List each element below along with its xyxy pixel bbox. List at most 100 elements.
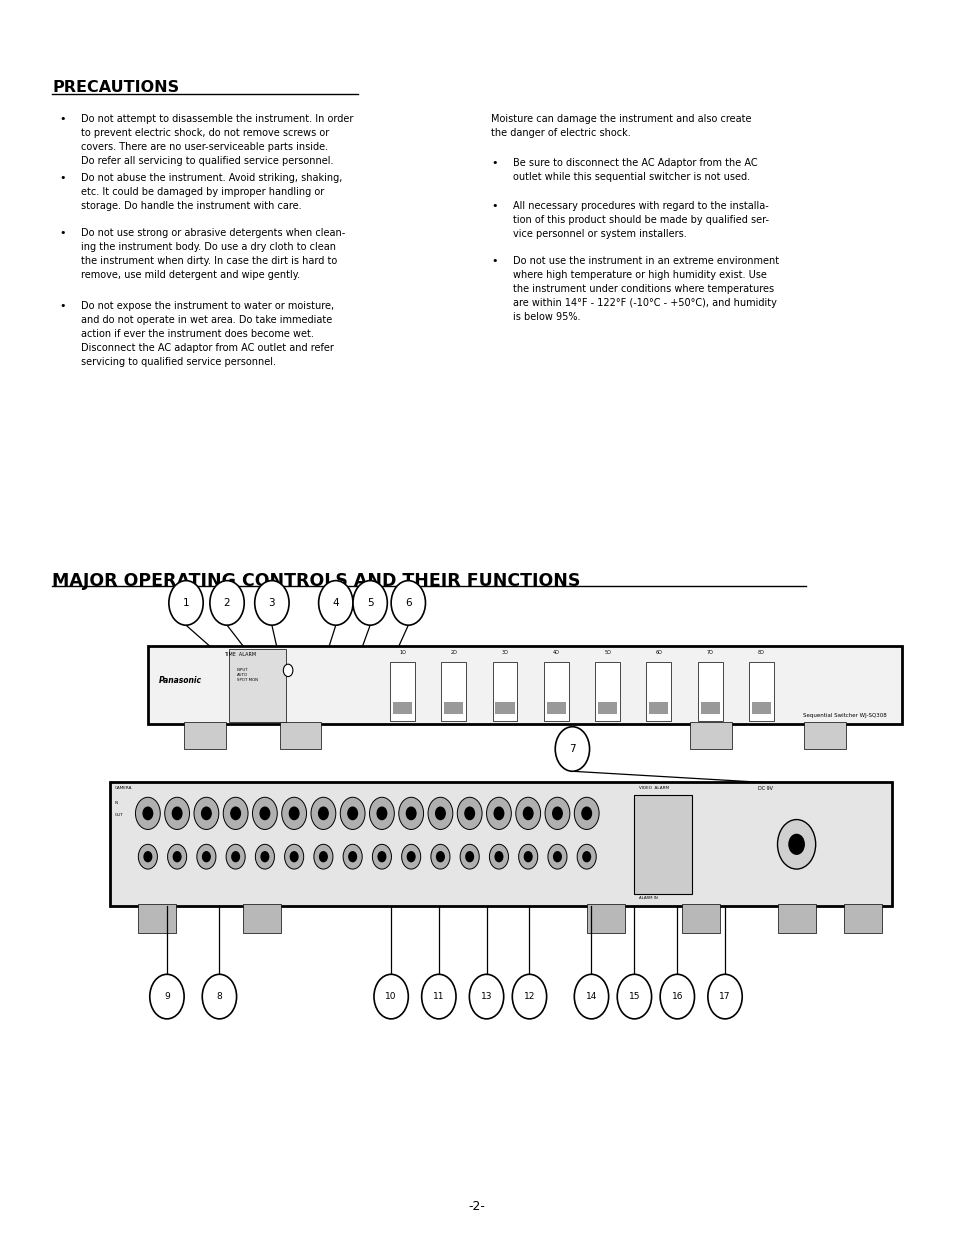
Bar <box>748 662 773 721</box>
Circle shape <box>150 974 184 1019</box>
Circle shape <box>165 797 190 829</box>
Bar <box>700 702 719 714</box>
Circle shape <box>459 844 478 869</box>
Text: Be sure to disconnect the AC Adaptor from the AC
outlet while this sequential sw: Be sure to disconnect the AC Adaptor fro… <box>513 158 757 182</box>
Bar <box>138 904 176 933</box>
Circle shape <box>518 844 537 869</box>
Circle shape <box>555 727 589 771</box>
Text: MAJOR OPERATING CONTROLS AND THEIR FUNCTIONS: MAJOR OPERATING CONTROLS AND THEIR FUNCT… <box>52 572 580 591</box>
Circle shape <box>314 844 333 869</box>
Text: 4O: 4O <box>553 650 559 655</box>
Text: •: • <box>491 158 497 168</box>
Text: 1: 1 <box>183 598 189 608</box>
Circle shape <box>547 844 566 869</box>
Text: DC 9V: DC 9V <box>758 786 773 791</box>
Circle shape <box>255 844 274 869</box>
Circle shape <box>232 852 239 862</box>
Circle shape <box>582 852 590 862</box>
Text: 16: 16 <box>671 992 682 1002</box>
Circle shape <box>376 807 386 820</box>
Circle shape <box>168 844 187 869</box>
Text: 7: 7 <box>569 744 575 754</box>
Text: 11: 11 <box>433 992 444 1002</box>
Circle shape <box>391 581 425 625</box>
Circle shape <box>143 807 152 820</box>
Bar <box>148 646 901 724</box>
Text: 5O: 5O <box>603 650 610 655</box>
Text: Do not use the instrument in an extreme environment
where high temperature or hi: Do not use the instrument in an extreme … <box>513 256 779 322</box>
Circle shape <box>401 844 420 869</box>
Circle shape <box>138 844 157 869</box>
Circle shape <box>353 581 387 625</box>
Bar <box>646 662 671 721</box>
Circle shape <box>553 852 560 862</box>
Text: 8O: 8O <box>758 650 764 655</box>
Circle shape <box>202 974 236 1019</box>
Text: 3: 3 <box>269 598 274 608</box>
Circle shape <box>260 807 270 820</box>
Text: Panasonic: Panasonic <box>159 676 202 685</box>
Circle shape <box>512 974 546 1019</box>
Circle shape <box>318 581 353 625</box>
Text: •: • <box>59 228 66 238</box>
Circle shape <box>254 581 289 625</box>
Bar <box>803 722 845 749</box>
Text: 13: 13 <box>480 992 492 1002</box>
Text: 2O: 2O <box>450 650 456 655</box>
Bar <box>441 662 466 721</box>
Text: Do not abuse the instrument. Avoid striking, shaking,
etc. It could be damaged b: Do not abuse the instrument. Avoid strik… <box>81 173 342 212</box>
Circle shape <box>169 581 203 625</box>
Text: •: • <box>59 173 66 183</box>
Text: 5: 5 <box>367 598 373 608</box>
Bar <box>598 702 617 714</box>
Circle shape <box>343 844 362 869</box>
Circle shape <box>172 807 182 820</box>
Circle shape <box>196 844 215 869</box>
Circle shape <box>348 807 357 820</box>
Circle shape <box>552 807 561 820</box>
Text: 9: 9 <box>164 992 170 1002</box>
Circle shape <box>574 974 608 1019</box>
Bar <box>689 722 731 749</box>
Circle shape <box>469 974 503 1019</box>
Circle shape <box>486 797 511 829</box>
Circle shape <box>516 797 540 829</box>
Circle shape <box>372 844 391 869</box>
Circle shape <box>523 807 533 820</box>
Bar <box>634 795 691 894</box>
Bar <box>184 722 226 749</box>
Circle shape <box>261 852 269 862</box>
Circle shape <box>707 974 741 1019</box>
Circle shape <box>284 844 303 869</box>
Bar <box>843 904 882 933</box>
Circle shape <box>253 797 277 829</box>
Bar <box>492 662 517 721</box>
Circle shape <box>231 807 240 820</box>
Text: 1O: 1O <box>398 650 405 655</box>
Bar <box>543 662 568 721</box>
Bar <box>279 722 321 749</box>
Circle shape <box>406 807 416 820</box>
Bar <box>595 662 619 721</box>
Circle shape <box>283 664 293 676</box>
Text: •: • <box>59 301 66 311</box>
Text: •: • <box>491 256 497 266</box>
Bar <box>546 702 565 714</box>
Bar <box>393 702 412 714</box>
Circle shape <box>223 797 248 829</box>
Circle shape <box>581 807 591 820</box>
Circle shape <box>495 852 502 862</box>
Circle shape <box>456 797 481 829</box>
Text: 7O: 7O <box>706 650 713 655</box>
Text: INPUT
AUTO
SPOT MON: INPUT AUTO SPOT MON <box>236 669 257 682</box>
Circle shape <box>289 807 298 820</box>
Circle shape <box>193 797 218 829</box>
Circle shape <box>340 797 365 829</box>
Bar <box>649 702 668 714</box>
Text: Do not attempt to disassemble the instrument. In order
to prevent electric shock: Do not attempt to disassemble the instru… <box>81 114 354 166</box>
Circle shape <box>494 807 503 820</box>
Text: VIDEO  ALARM: VIDEO ALARM <box>639 786 668 790</box>
Circle shape <box>465 852 473 862</box>
Circle shape <box>290 852 297 862</box>
Circle shape <box>377 852 385 862</box>
